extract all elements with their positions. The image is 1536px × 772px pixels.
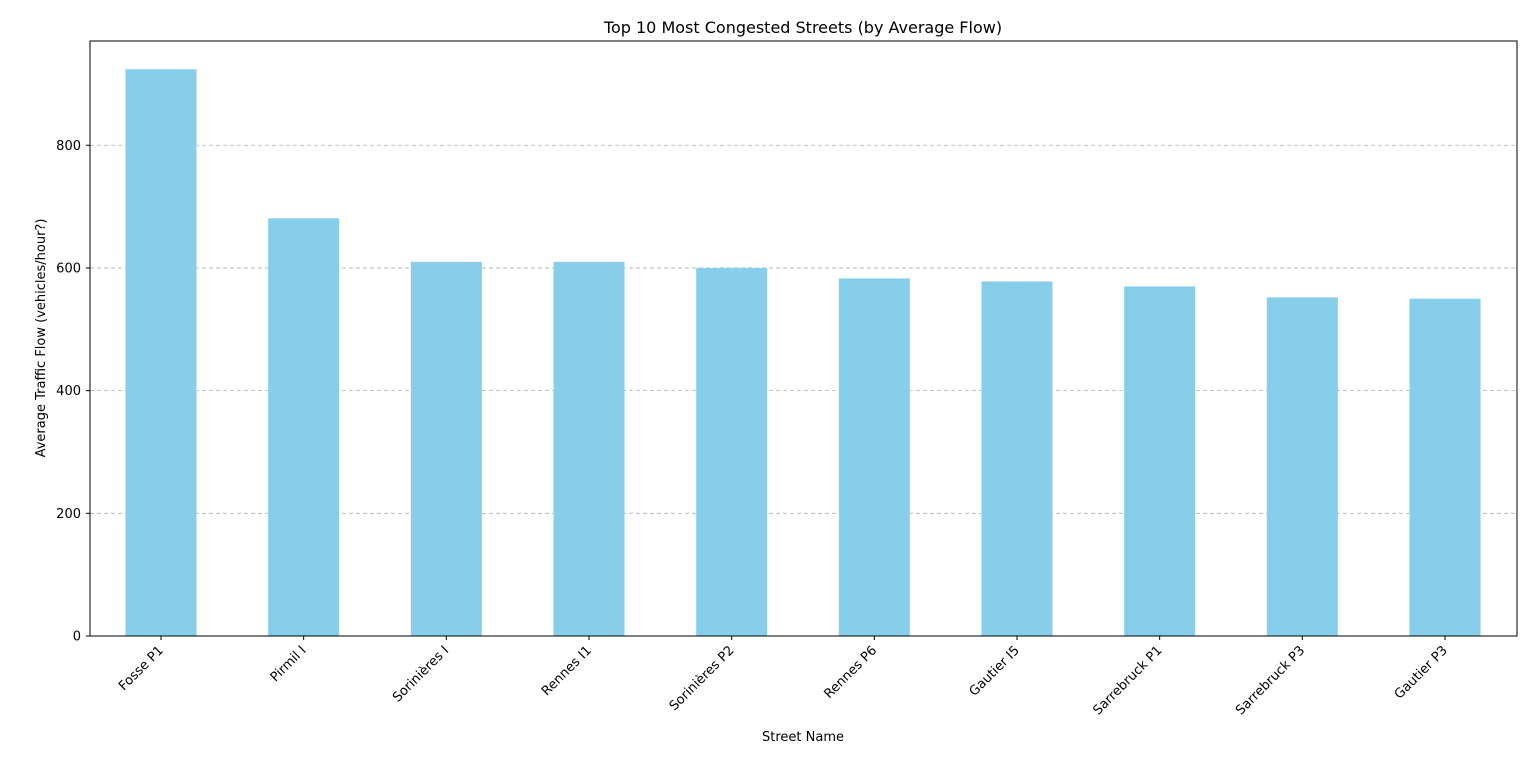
bar <box>838 278 910 636</box>
bar <box>1409 298 1481 636</box>
bar <box>981 281 1053 636</box>
x-tick-label: Sorinières P2 <box>667 643 738 714</box>
y-axis-ticks: 0 200 400 600 800 <box>56 139 90 645</box>
x-tick-label: Gautier P3 <box>1392 643 1451 702</box>
x-tick-label: Pirmil I <box>268 643 310 685</box>
y-axis-label: Average Traffic Flow (vehicles/hour?) <box>34 219 49 458</box>
x-tick-label: Rennes P6 <box>822 643 881 702</box>
x-axis-ticks: Fosse P1 Pirmil I Sorinières I Rennes I1 Sor… <box>116 636 1451 718</box>
x-axis-label: Street Name <box>762 730 844 745</box>
y-tick-label: 800 <box>56 139 81 154</box>
x-tick-label: Sarrebruck P1 <box>1090 643 1165 718</box>
bar <box>410 261 482 636</box>
bar <box>1266 297 1338 636</box>
chart-title: Top 10 Most Congested Streets (by Averag… <box>603 18 1002 37</box>
bars <box>125 69 1481 636</box>
x-tick-label: Sarrebruck P3 <box>1233 643 1308 718</box>
bar <box>125 69 197 636</box>
x-tick-label: Sorinières I <box>390 643 452 705</box>
plot-frame <box>89 40 1518 637</box>
y-tick-label: 600 <box>56 261 81 276</box>
y-tick-label: 0 <box>73 630 81 645</box>
bar <box>696 267 768 636</box>
bar <box>268 218 340 636</box>
y-tick-label: 200 <box>56 507 81 522</box>
bar <box>1124 286 1196 636</box>
x-tick-label: Rennes I1 <box>539 643 595 699</box>
x-tick-label: Fosse P1 <box>116 643 167 694</box>
bar <box>553 261 625 636</box>
x-tick-label: Gautier I5 <box>967 643 1023 699</box>
y-tick-label: 400 <box>56 384 81 399</box>
